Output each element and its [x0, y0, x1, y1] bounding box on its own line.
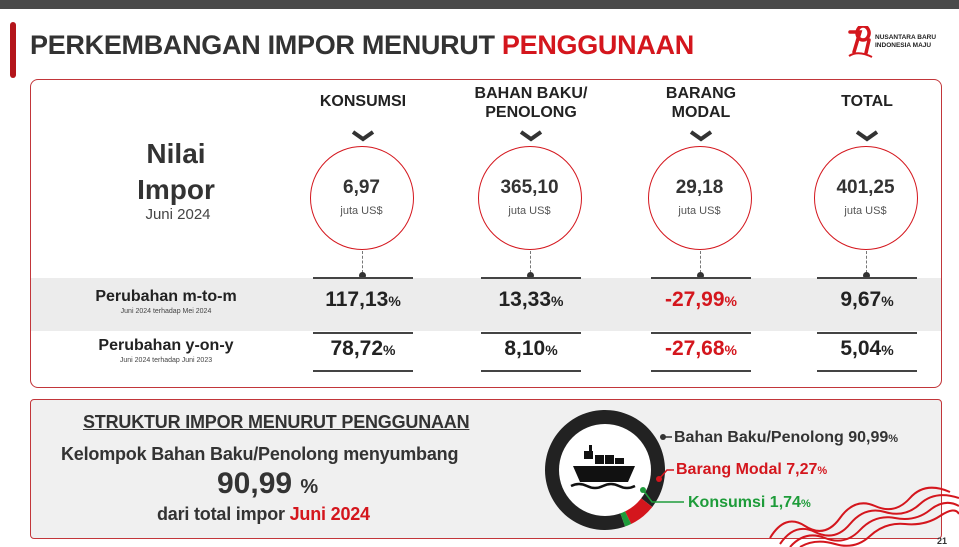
import-value: 29,18 — [675, 177, 724, 198]
chevron-down-icon — [519, 130, 543, 142]
divider — [313, 332, 413, 334]
yoy-row-label: Perubahan y-on-y Juni 2024 terhadap Juni… — [98, 337, 234, 364]
logo-text: NUSANTARA BARU INDONESIA MAJU — [875, 34, 937, 49]
mtm-row-label: Perubahan m-to-m Juni 2024 terhadap Mei … — [95, 288, 237, 315]
value-circle: 401,25 juta US$ — [814, 146, 918, 250]
chevron-down-icon — [351, 130, 375, 142]
import-unit: juta US$ — [340, 205, 383, 217]
yoy-change: 8,10% — [504, 337, 558, 360]
divider — [817, 277, 917, 279]
column-header: TOTAL — [841, 93, 893, 110]
column-header: BARANG MODAL — [665, 85, 737, 121]
legend-connectors — [640, 434, 684, 503]
divider — [481, 332, 581, 334]
legend-bahan-baku: Bahan Baku/Penolong 90,99% — [674, 429, 899, 446]
mtm-row-band — [31, 278, 941, 331]
nilai-impor-heading: Nilai Impor — [137, 138, 215, 205]
divider — [817, 332, 917, 334]
connector-dot — [359, 272, 366, 279]
import-unit: juta US$ — [844, 205, 887, 217]
nilai-period: Juni 2024 — [145, 206, 211, 223]
structure-share-value: 90,99 % — [217, 467, 319, 500]
structure-period-line: dari total impor Juni 2024 — [157, 504, 370, 524]
structure-statement: Kelompok Bahan Baku/Penolong menyumbang — [61, 444, 459, 464]
yoy-change: 78,72% — [330, 337, 396, 360]
legend-barang-modal: Barang Modal 7,27% — [676, 461, 828, 478]
import-value: 6,97 — [343, 177, 380, 198]
divider — [817, 370, 917, 372]
import-value: 365,10 — [500, 177, 559, 198]
mtm-change: 9,67% — [840, 288, 894, 311]
divider — [481, 277, 581, 279]
title-main: PERKEMBANGAN IMPOR MENURUT — [30, 30, 495, 60]
title-accent: PENGGUNAAN — [501, 30, 694, 60]
value-circle: 29,18 juta US$ — [648, 146, 752, 250]
logo-mark-icon — [848, 26, 873, 58]
connector-line — [362, 251, 363, 273]
connector-dot — [863, 272, 870, 279]
structure-panel: STRUKTUR IMPOR MENURUT PENGGUNAAN Kelomp… — [30, 399, 942, 539]
divider — [313, 277, 413, 279]
divider — [651, 370, 751, 372]
page-title: PERKEMBANGAN IMPOR MENURUT PENGGUNAAN — [30, 30, 694, 61]
title-accent-bar — [10, 22, 16, 78]
connector-line — [866, 251, 867, 273]
connector-line — [530, 251, 531, 273]
chevron-down-icon — [855, 130, 879, 142]
import-value-panel: Nilai Impor Juni 2024 Perubahan m-to-m J… — [30, 79, 942, 388]
mtm-change: -27,99% — [665, 288, 737, 311]
import-value: 401,25 — [836, 177, 895, 198]
value-circle: 6,97 juta US$ — [310, 146, 414, 250]
divider — [651, 332, 751, 334]
column-header: KONSUMSI — [319, 93, 407, 110]
yoy-change: -27,68% — [665, 337, 737, 360]
divider — [481, 370, 581, 372]
page-number: 21 — [937, 536, 948, 546]
yoy-change: 5,04% — [840, 337, 894, 360]
value-circle: 365,10 juta US$ — [478, 146, 582, 250]
connector-dot — [697, 272, 704, 279]
chevron-down-icon — [689, 130, 713, 142]
import-unit: juta US$ — [678, 205, 721, 217]
decorative-ribbon — [769, 486, 959, 547]
import-unit: juta US$ — [508, 205, 551, 217]
top-bar — [0, 0, 959, 9]
connector-line — [700, 251, 701, 273]
connector-dot — [527, 272, 534, 279]
cargo-ship-icon — [570, 445, 636, 490]
mtm-change: 13,33% — [498, 288, 564, 311]
divider — [313, 370, 413, 372]
legend-konsumsi: Konsumsi 1,74% — [688, 494, 811, 511]
logo: NUSANTARA BARU INDONESIA MAJU — [848, 26, 958, 62]
share-donut-chart — [545, 410, 665, 530]
divider — [651, 277, 751, 279]
column-header: BAHAN BAKU/PENOLONG — [474, 85, 588, 121]
mtm-change: 117,13% — [325, 288, 401, 311]
structure-title: STRUKTUR IMPOR MENURUT PENGGUNAAN — [83, 412, 470, 432]
